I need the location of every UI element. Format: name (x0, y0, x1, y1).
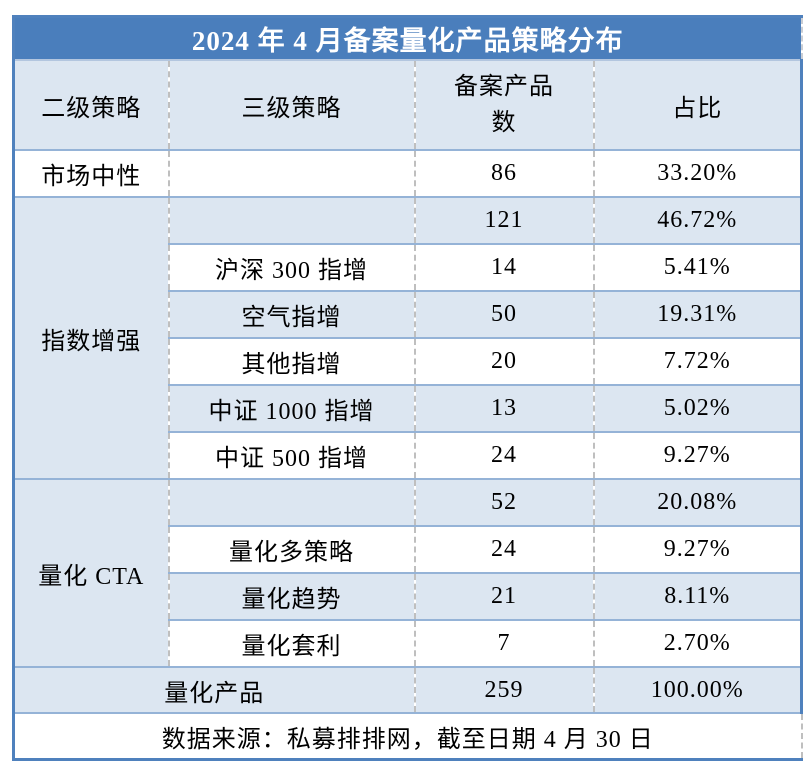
cell-multi-strategy-count: 24 (413, 526, 594, 574)
cell-market-neutral-sub-empty (167, 150, 415, 198)
cell-index-enhanced-count: 121 (413, 197, 594, 245)
footer-row: 数据来源：私募排排网，截至日期 4 月 30 日 (12, 713, 803, 761)
cell-csi1000-label: 中证 1000 指增 (167, 385, 415, 433)
cell-index-enhanced-sub-empty (167, 197, 415, 245)
data-source-note: 数据来源：私募排排网，截至日期 4 月 30 日 (12, 713, 803, 761)
table-row-csi1000: 中证 1000 指增 13 5.02% (14, 385, 803, 433)
strategy-distribution-table: 2024 年 4 月备案量化产品策略分布 二级策略 三级策略 备案产品 数 占比… (12, 15, 803, 761)
cell-other-index-share: 7.72% (592, 338, 803, 386)
title-row: 2024 年 4 月备案量化产品策略分布 (12, 15, 803, 61)
table-row-quant-cta-total: 量化 CTA 52 20.08% (12, 479, 803, 668)
cell-air-index-label: 空气指增 (167, 291, 415, 339)
cell-arbitrage-share: 2.70% (592, 620, 803, 668)
col-header-level3-strategy: 三级策略 (167, 60, 415, 151)
table-row-other-index: 其他指增 20 7.72% (14, 338, 803, 386)
table-row-air-index: 空气指增 50 19.31% (14, 291, 803, 339)
col-header-registered-count: 备案产品 数 (413, 60, 594, 151)
cell-hs300-share: 5.41% (592, 244, 803, 292)
cell-trend-label: 量化趋势 (167, 573, 415, 621)
cell-csi1000-count: 13 (413, 385, 594, 433)
cell-csi500-share: 9.27% (592, 432, 803, 480)
table-row-trend: 量化趋势 21 8.11% (14, 573, 803, 621)
header-row: 二级策略 三级策略 备案产品 数 占比 (12, 60, 803, 151)
cell-arbitrage-label: 量化套利 (167, 620, 415, 668)
cell-multi-strategy-share: 9.27% (592, 526, 803, 574)
table-row-market-neutral: 市场中性 86 33.20% (12, 150, 803, 198)
cell-csi500-count: 24 (413, 432, 594, 480)
cell-quant-cta-sub-empty (167, 479, 415, 527)
cell-hs300-count: 14 (413, 244, 594, 292)
col-header-registered-count-line2: 数 (491, 110, 517, 136)
cell-csi1000-share: 5.02% (592, 385, 803, 433)
cell-quant-cta-label: 量化 CTA (12, 479, 169, 668)
table-row-csi500: 中证 500 指增 24 9.27% (14, 432, 803, 480)
cell-other-index-label: 其他指增 (167, 338, 415, 386)
cell-multi-strategy-label: 量化多策略 (167, 526, 415, 574)
table-row-arbitrage: 量化套利 7 2.70% (14, 620, 803, 668)
cell-air-index-count: 50 (413, 291, 594, 339)
cell-quant-cta-count: 52 (413, 479, 594, 527)
table-title: 2024 年 4 月备案量化产品策略分布 (12, 15, 803, 61)
cell-hs300-label: 沪深 300 指增 (167, 244, 415, 292)
cell-total-count: 259 (413, 667, 594, 714)
cell-other-index-count: 20 (413, 338, 594, 386)
cell-quant-cta-share: 20.08% (592, 479, 803, 527)
cell-air-index-share: 19.31% (592, 291, 803, 339)
col-header-registered-count-line1: 备案产品 (454, 74, 554, 100)
table-row-multi-strategy: 量化多策略 24 9.27% (14, 526, 803, 574)
col-header-share: 占比 (592, 60, 803, 151)
table-row-index-enhanced-total: 指数增强 121 46.72% (12, 197, 803, 480)
cell-index-enhanced-share: 46.72% (592, 197, 803, 245)
cell-trend-count: 21 (413, 573, 594, 621)
cell-market-neutral-share: 33.20% (592, 150, 803, 198)
cell-index-enhanced-label: 指数增强 (12, 197, 169, 480)
table-row-total: 量化产品 259 100.00% (12, 667, 803, 714)
cell-total-label: 量化产品 (12, 667, 415, 714)
cell-market-neutral-count: 86 (413, 150, 594, 198)
cell-total-share: 100.00% (592, 667, 803, 714)
cell-csi500-label: 中证 500 指增 (167, 432, 415, 480)
table-row-hs300: 沪深 300 指增 14 5.41% (14, 244, 803, 292)
col-header-level2-strategy: 二级策略 (12, 60, 169, 151)
quant-product-strategy-table: 2024 年 4 月备案量化产品策略分布 二级策略 三级策略 备案产品 数 占比… (12, 15, 803, 761)
cell-trend-share: 8.11% (592, 573, 803, 621)
cell-market-neutral-label: 市场中性 (12, 150, 169, 198)
cell-arbitrage-count: 7 (413, 620, 594, 668)
